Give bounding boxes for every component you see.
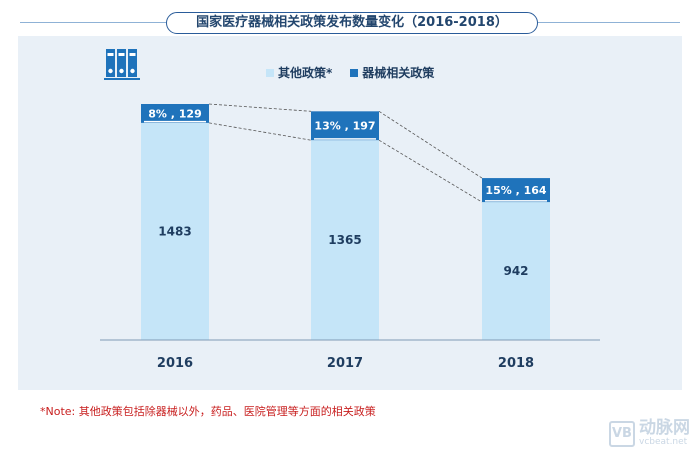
bar-device-2016 bbox=[141, 104, 209, 123]
connector-lines bbox=[208, 103, 483, 203]
x-tick-2016: 2016 bbox=[157, 356, 193, 371]
legend-label-other: 其他政策* bbox=[278, 66, 333, 80]
legend: 其他政策* 器械相关政策 bbox=[266, 64, 452, 81]
connector-top-0 bbox=[208, 103, 312, 112]
connector-bottom-0 bbox=[208, 122, 312, 141]
data-label-device-2018: 15% , 164 bbox=[485, 184, 546, 197]
binder-ring-2 bbox=[119, 68, 124, 74]
data-label-other-2016: 1483 bbox=[158, 224, 191, 238]
chart-title: 国家医疗器械相关政策发布数量变化（2016-2018） bbox=[166, 12, 538, 34]
bar-other-2018 bbox=[482, 202, 550, 340]
connector-top-1 bbox=[378, 110, 483, 179]
x-tick-2018: 2018 bbox=[498, 356, 534, 371]
data-label-other-2018: 942 bbox=[503, 264, 528, 278]
binder-1 bbox=[106, 49, 115, 77]
legend-label-device: 器械相关政策 bbox=[362, 66, 435, 80]
x-tick-labels: 2016 2017 2018 bbox=[157, 356, 534, 371]
legend-item-device: 器械相关政策 bbox=[350, 64, 434, 81]
binder-tab-1 bbox=[107, 53, 114, 56]
legend-item-other: 其他政策* bbox=[266, 64, 332, 81]
bar-device-underline-2017 bbox=[314, 138, 376, 140]
title-rule-left bbox=[20, 22, 166, 23]
footnote: *Note: 其他政策包括除器械以外，药品、医院管理等方面的相关政策 bbox=[40, 405, 376, 418]
bar-device-underline-2016 bbox=[144, 120, 206, 123]
legend-swatch-other bbox=[266, 68, 274, 77]
data-label-other-2017: 1365 bbox=[328, 233, 361, 247]
binder-2 bbox=[117, 49, 126, 77]
watermark-cn: 动脉网 bbox=[639, 418, 690, 438]
bar-device-2017 bbox=[311, 111, 379, 141]
binder-ring-1 bbox=[108, 68, 113, 74]
bars-group: 8% , 129 1483 13% , 197 1365 15% , 164 942 bbox=[141, 104, 550, 340]
title-rule-right bbox=[536, 22, 680, 23]
binder-shelf bbox=[104, 78, 140, 80]
bar-other-2017 bbox=[311, 140, 379, 340]
connector-bottom-1 bbox=[378, 139, 483, 203]
bar-device-2018 bbox=[482, 178, 550, 203]
bar-other-2016 bbox=[141, 122, 209, 340]
legend-swatch-device bbox=[350, 68, 359, 77]
watermark-en: vcbeat.net bbox=[639, 437, 688, 447]
watermark-logo: VB bbox=[609, 421, 635, 447]
binder-ring-3 bbox=[130, 68, 135, 74]
data-label-device-2016: 8% , 129 bbox=[148, 107, 201, 120]
data-label-device-2017: 13% , 197 bbox=[314, 120, 375, 133]
watermark: VB 动脉网 vcbeat.net bbox=[609, 419, 690, 447]
binder-tab-3 bbox=[129, 53, 136, 56]
binder-3 bbox=[128, 49, 137, 77]
binder-tab-2 bbox=[118, 53, 125, 56]
title-bar: 国家医疗器械相关政策发布数量变化（2016-2018） bbox=[0, 12, 700, 34]
x-tick-2017: 2017 bbox=[327, 356, 363, 371]
bar-device-underline-2018 bbox=[485, 200, 547, 202]
binders-icon bbox=[104, 49, 140, 80]
